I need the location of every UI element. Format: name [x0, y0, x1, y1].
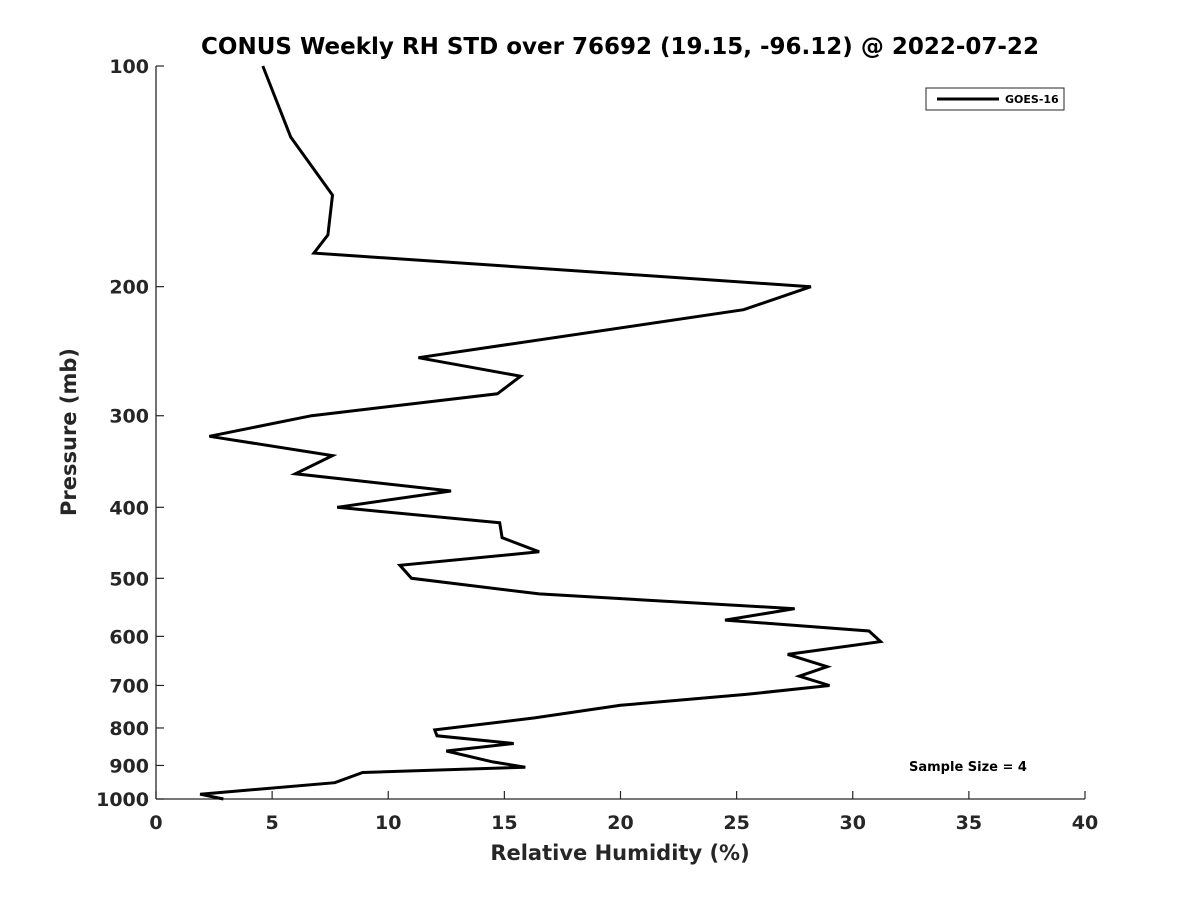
x-tick-label-25: 25: [723, 812, 749, 834]
series-layer: [199, 65, 884, 801]
sample-size-annotation: Sample Size = 4: [909, 760, 1027, 775]
chart-title: CONUS Weekly RH STD over 76692 (19.15, -…: [201, 34, 1039, 60]
x-axis-label: Relative Humidity (%): [490, 841, 749, 865]
x-tick-label-15: 15: [491, 812, 517, 834]
legend-entry-goes-16: GOES-16: [1005, 93, 1059, 106]
x-tick-label-30: 30: [840, 812, 866, 834]
y-tick-label-700: 700: [109, 675, 149, 697]
x-tick-label-10: 10: [375, 812, 401, 834]
series-line-0: [199, 65, 884, 801]
x-tick-label-5: 5: [266, 812, 279, 834]
legend: GOES-16: [925, 87, 1065, 111]
y-tick-label-800: 800: [109, 718, 149, 740]
x-tick-label-20: 20: [607, 812, 633, 834]
y-axis-label: Pressure (mb): [57, 348, 81, 516]
x-tick-label-35: 35: [956, 812, 982, 834]
y-tick-label-400: 400: [109, 497, 149, 519]
y-tick-label-300: 300: [109, 406, 149, 428]
x-tick-label-0: 0: [149, 812, 162, 834]
y-tick-label-1000: 1000: [96, 789, 149, 811]
y-tick-label-200: 200: [109, 277, 149, 299]
y-tick-label-100: 100: [109, 56, 149, 78]
y-tick-label-500: 500: [109, 568, 149, 590]
x-axis-ticks: 0 5 10 15 20 25 30 35 40: [149, 791, 1098, 834]
y-axis-ticks: 100 200 300 400 500 600 700 800 900 1000: [96, 56, 164, 811]
y-tick-label-900: 900: [109, 755, 149, 777]
x-tick-label-40: 40: [1072, 812, 1098, 834]
y-tick-label-600: 600: [109, 626, 149, 648]
plot-axes: [155, 66, 1085, 800]
